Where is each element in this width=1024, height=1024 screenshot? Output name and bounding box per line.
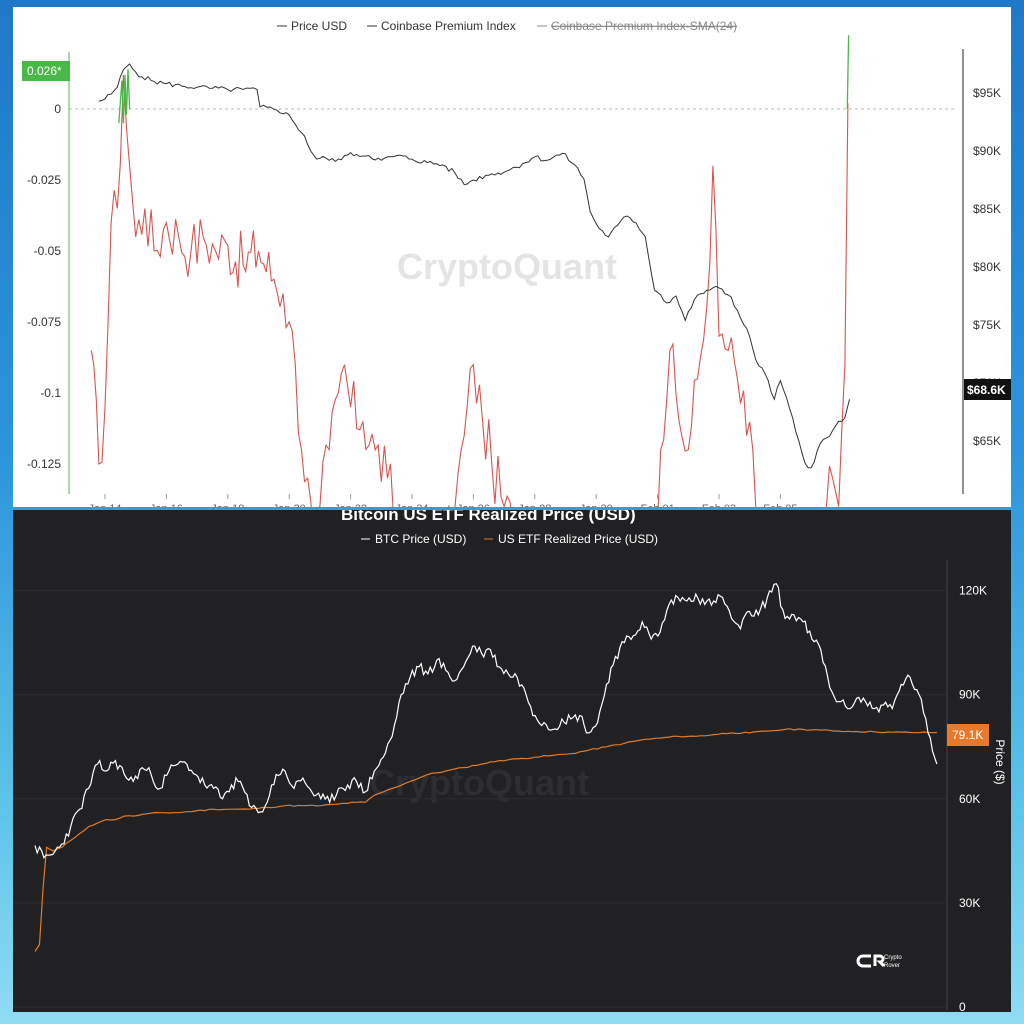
y-axis-label: Price ($) [993, 739, 1007, 784]
chart-legend: Price USD Coinbase Premium Index Coinbas… [277, 19, 737, 33]
price-usd-line [98, 63, 850, 469]
btc-price-line [34, 582, 938, 860]
grid [13, 590, 947, 1008]
y-tick-label: $80K [973, 260, 1001, 274]
x-tick-label: Jan 28 [518, 503, 551, 507]
y-tick-label: 0 [959, 1000, 966, 1012]
y-tick-label: $95K [973, 86, 1001, 100]
left-y-axis: 0-0.025-0.05-0.075-0.1-0.125-0.15-0.175-… [27, 102, 62, 471]
etf-realized-price-chart: Bitcoin US ETF Realized Price (USD) BTC … [13, 510, 1011, 1012]
watermark: CryptoQuant [369, 762, 589, 803]
plot-area [90, 35, 850, 507]
x-tick-label: Feb 05 [763, 503, 797, 507]
premium-positive-segment [118, 69, 131, 124]
y-tick-label: 120K [959, 584, 987, 598]
watermark: CryptoQuant [397, 246, 617, 287]
y-tick-label: 60K [959, 792, 980, 806]
y-axis: 120K 90K 60K 30K 0 [959, 584, 987, 1012]
y-tick-label: 30K [959, 896, 980, 910]
brand-logo: Crypto Rover [856, 954, 902, 969]
legend-item-realized[interactable]: US ETF Realized Price (USD) [498, 532, 658, 546]
chart-legend: BTC Price (USD) US ETF Realized Price (U… [361, 532, 658, 546]
current-realized-badge [947, 724, 989, 746]
y-tick-label: $85K [973, 202, 1001, 216]
y-tick-label: $90K [973, 144, 1001, 158]
y-tick-label: -0.075 [27, 315, 61, 329]
current-realized-label: 79.1K [952, 728, 983, 742]
y-tick-label: -0.1 [40, 386, 61, 400]
x-tick-label: Jan 14 [88, 503, 121, 507]
x-tick-label: Feb 01 [640, 503, 674, 507]
x-axis: Jan 14 Jan 16 Jan 18 Jan 20 Jan 22 Jan 24 Jan … [88, 494, 798, 507]
brand-logo-r-icon [873, 954, 886, 968]
chart-title: Bitcoin US ETF Realized Price (USD) [341, 510, 636, 524]
premium-index-line [90, 74, 849, 507]
current-premium-badge [22, 61, 70, 81]
y-tick-label: $65K [973, 434, 1001, 448]
y-tick-label: 90K [959, 688, 980, 702]
y-tick-label: -0.025 [27, 173, 61, 187]
x-tick-label: Jan 20 [273, 503, 306, 507]
brand-logo-icon [856, 954, 871, 968]
y-tick-label: 0 [54, 102, 61, 116]
x-tick-label: Jan 16 [150, 503, 183, 507]
x-tick-label: Jan 22 [334, 503, 367, 507]
current-premium-label: 0.026* [27, 64, 62, 78]
premium-index-chart: Price USD Coinbase Premium Index Coinbas… [13, 7, 1011, 507]
x-tick-label: Jan 24 [395, 503, 428, 507]
legend-item-premium[interactable]: Coinbase Premium Index [381, 19, 516, 33]
legend-item-price[interactable]: Price USD [291, 19, 347, 33]
brand-name-line1: Crypto [884, 955, 902, 961]
y-tick-label: $75K [973, 318, 1001, 332]
current-price-label: $68.6K [967, 383, 1006, 397]
premium-chart-svg: Price USD Coinbase Premium Index Coinbas… [22, 19, 1011, 507]
legend-item-sma[interactable]: Coinbase Premium Index-SMA(24) [551, 19, 737, 33]
x-tick-label: Feb 03 [702, 503, 736, 507]
x-tick-label: Jan 30 [580, 503, 613, 507]
brand-name-line2: Rover [884, 963, 900, 969]
etf-chart-svg: Bitcoin US ETF Realized Price (USD) BTC … [13, 510, 1007, 1012]
legend-item-btc[interactable]: BTC Price (USD) [375, 532, 466, 546]
y-tick-label: -0.125 [27, 457, 61, 471]
right-y-axis: $95K$90K$85K$80K$75K$70K$65K [973, 86, 1001, 448]
x-tick-label: Jan 18 [211, 503, 244, 507]
current-price-badge [964, 379, 1011, 400]
y-tick-label: -0.05 [34, 244, 62, 258]
x-tick-label: Jan 26 [457, 503, 490, 507]
premium-positive-segment [846, 35, 850, 110]
plot-area [34, 582, 938, 952]
etf-realized-price-line [34, 728, 937, 952]
